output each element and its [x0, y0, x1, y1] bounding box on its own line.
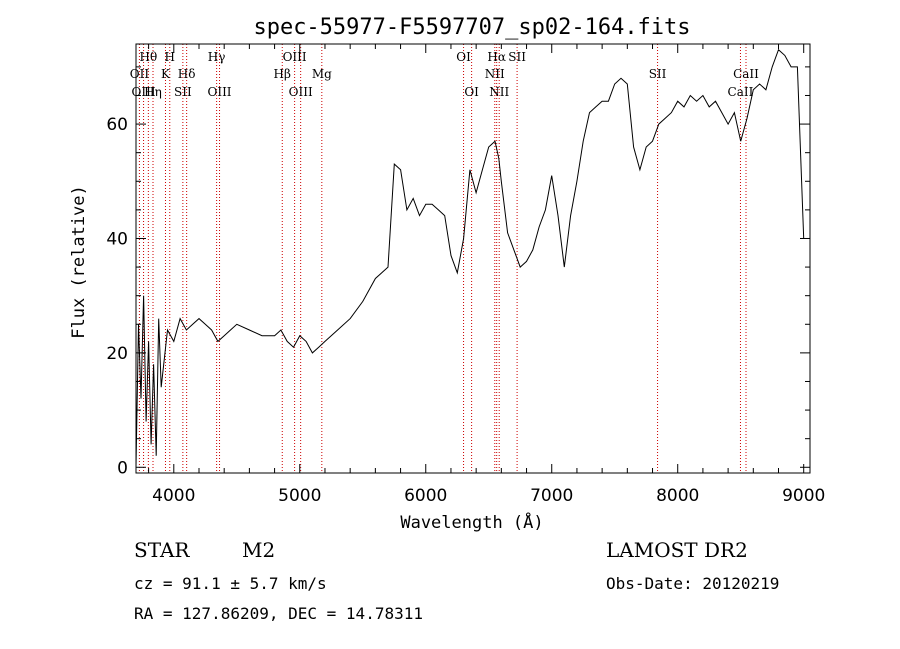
object-subclass: M2	[242, 538, 276, 562]
spectral-line-label: SII	[649, 67, 667, 81]
spectral-line-label: Mg	[312, 67, 332, 81]
x-tick-label: 4000	[152, 486, 195, 506]
spectral-line-label: SII	[174, 85, 192, 99]
spectral-line-label: NII	[489, 85, 509, 99]
axis-tick-labels: 4000 5000 6000 7000 8000 9000 0 20 40 60	[106, 115, 825, 506]
y-tick-label: 0	[117, 458, 128, 478]
spectral-line-label: OII	[130, 67, 150, 81]
spectral-line-markers	[138, 44, 747, 473]
spectral-line-label: Hα	[487, 50, 506, 64]
x-tick-label: 9000	[782, 486, 825, 506]
x-axis-label: Wavelength (Å)	[400, 511, 543, 533]
spectral-line-label: CaII	[733, 67, 759, 81]
survey-name: LAMOST DR2	[606, 538, 748, 562]
plot-frame	[135, 43, 811, 474]
x-tick-label: 6000	[404, 486, 447, 506]
spectral-line-label: H	[165, 50, 175, 64]
spectral-line-label: OI	[464, 85, 479, 99]
spectral-line-label: OIII	[289, 85, 313, 99]
spectral-line-labels: OIIHθOIIIHηKHSIIHδHγOIIIHβOIIIOIIIMgOIOI…	[130, 50, 759, 99]
spectral-line-label: OIII	[207, 85, 231, 99]
x-tick-label: 5000	[278, 486, 321, 506]
spectral-line-label: Hθ	[139, 50, 157, 64]
x-tick-label: 8000	[656, 486, 699, 506]
spectral-line-label: Hβ	[274, 67, 291, 81]
spectral-line-label: OIII	[283, 50, 307, 64]
x-tick-label: 7000	[530, 486, 573, 506]
spectral-line-label: Hη	[144, 85, 162, 99]
observation-date: Obs-Date: 20120219	[606, 574, 780, 593]
spectrum-line	[135, 48, 805, 468]
y-tick-label: 40	[106, 229, 128, 249]
object-class: STAR	[134, 538, 190, 562]
chart-title: spec-55977-F5597707_sp02-164.fits	[253, 15, 690, 40]
spectral-line-label: OI	[456, 50, 471, 64]
coordinates: RA = 127.86209, DEC = 14.78311	[134, 604, 423, 623]
spectral-line-label: NII	[485, 67, 505, 81]
spectral-line-label: Hδ	[178, 67, 196, 81]
spectral-line-label: SII	[508, 50, 526, 64]
y-tick-label: 60	[106, 115, 128, 135]
axis-ticks	[136, 44, 810, 473]
y-tick-label: 20	[106, 344, 128, 364]
y-axis-label: Flux (relative)	[69, 185, 89, 339]
spectral-line-label: CaII	[728, 85, 754, 99]
spectral-line-label: K	[161, 67, 171, 81]
redshift-velocity: cz = 91.1 ± 5.7 km/s	[134, 574, 327, 593]
spectral-line-label: Hγ	[208, 50, 226, 64]
